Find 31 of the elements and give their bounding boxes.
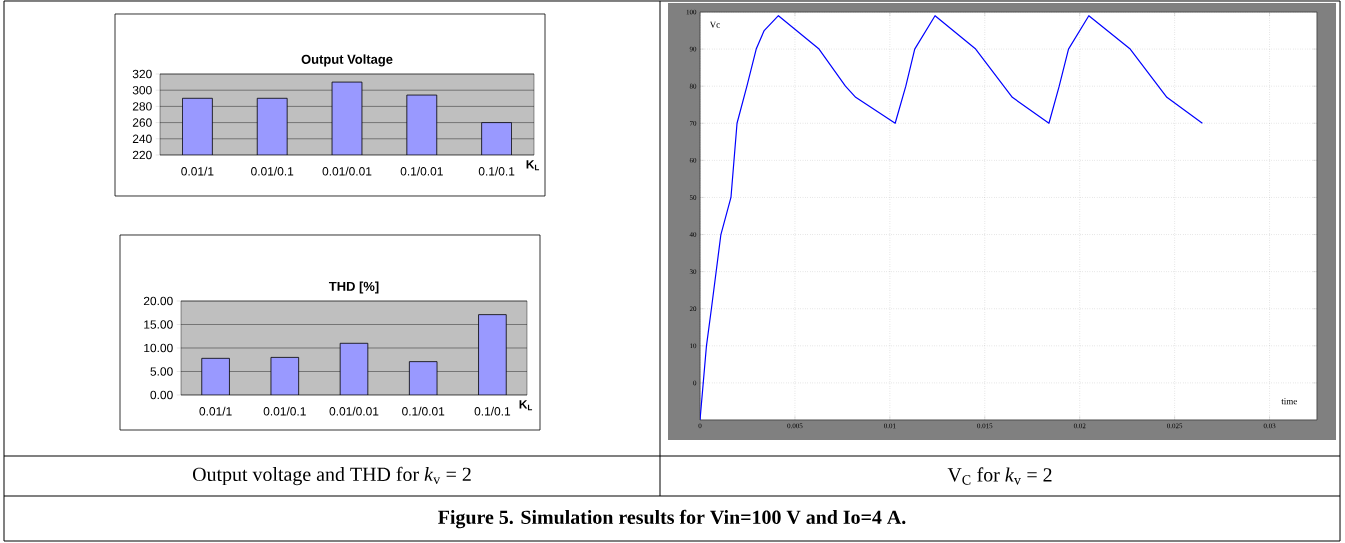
text: V$_{C}$ for k$_{v}$ = 2 [947,467,1052,485]
y-tick-label: 10.00 [144,343,173,353]
x-tick-label: 0.1/0.01 [402,406,445,416]
x-tick-label: 0.1/0.01 [400,166,443,176]
y-axis-title: Vc [709,21,720,28]
y-tick-label: 20.00 [143,296,173,306]
y-tick-label: 320 [132,69,152,79]
x-axis-title: K$_{L}$ [526,160,540,171]
x-tick-label: 0.01/1 [199,406,232,416]
x-tick-label: 0.01/0.1 [263,406,306,416]
x-axis-title: K$_{L}$ [519,400,533,411]
caption: Figure 5. Simulation results for Vin=100 V and Io=4 A. [438,509,906,529]
y-tick-label: 280 [132,102,152,111]
y-tick-label: 240 [132,134,152,144]
y-tick-label: 220 [132,150,152,160]
chart-title: Output Voltage [301,54,393,67]
y-tick-label: 0.00 [150,390,173,400]
text: Output voltage and THD for k$_{v}$ = 2 [193,466,471,486]
x-tick-label: 0.1/0.1 [474,406,511,416]
y-tick-label: 15.00 [144,320,173,329]
x-tick-label: 0.1/0.1 [478,166,515,176]
chart-title: THD [%] [328,281,379,294]
y-tick-label: 260 [132,118,152,127]
x-tick-label: 0.01/0.01 [322,166,372,176]
x-tick-label: 0.01/0.1 [251,166,294,176]
x-tick-label: 0.01/0.01 [329,406,379,416]
y-tick-label: 5.00 [150,367,173,376]
x-tick-label: 0.01/1 [181,166,214,176]
line-series [700,15,1203,420]
x-axis-title: time [1281,398,1297,405]
y-tick-label: 300 [132,85,152,95]
